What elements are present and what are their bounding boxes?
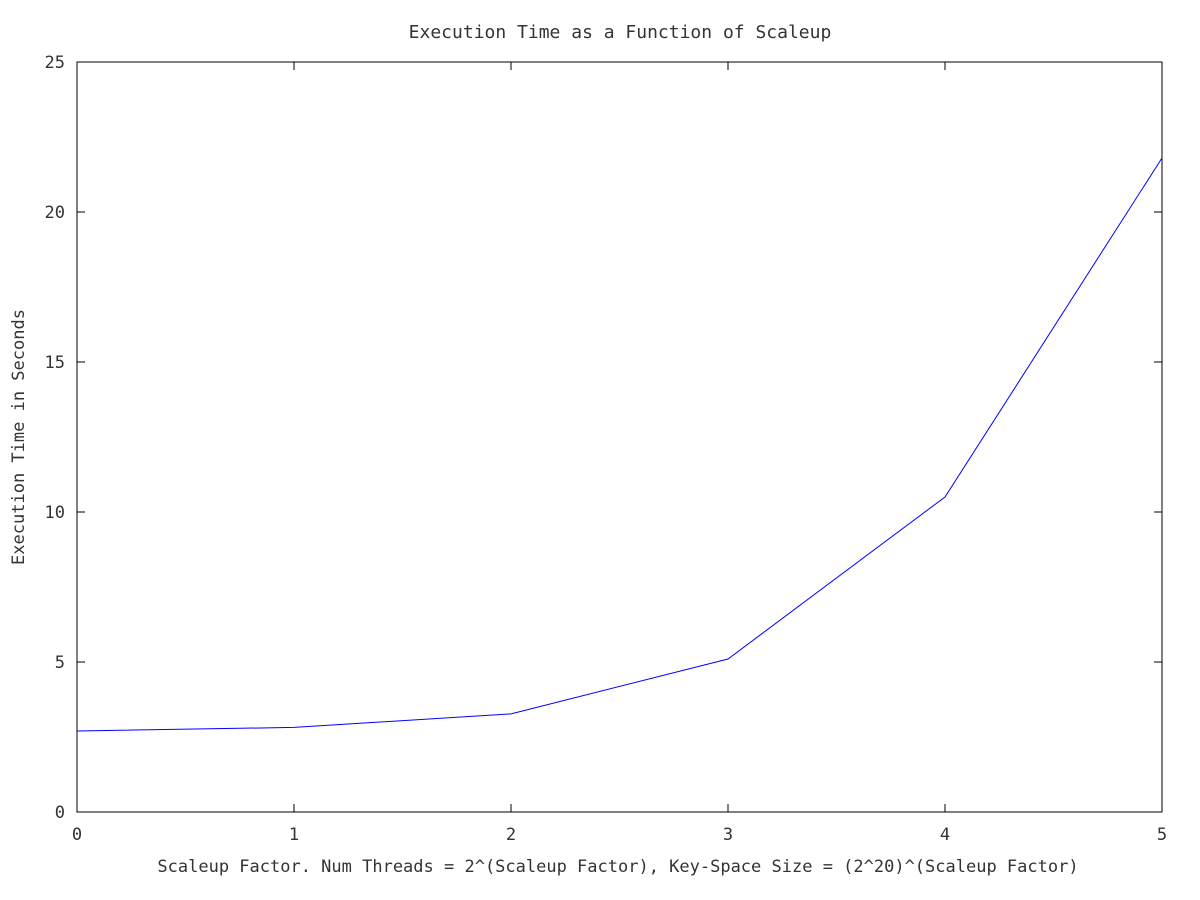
x-tick-label-1: 1: [289, 825, 299, 845]
y-tick-label-1: 5: [55, 653, 65, 673]
x-tick-label-3: 3: [723, 825, 733, 845]
series-line-0: [76, 157, 1163, 732]
x-axis-ticks: 0 1 2 3 4 5: [72, 62, 1167, 845]
y-tick-label-2: 10: [45, 503, 65, 523]
y-axis-label: Execution Time in Seconds: [9, 309, 29, 565]
x-tick-label-4: 4: [940, 825, 950, 845]
x-tick-label-5: 5: [1157, 825, 1167, 845]
series-layer: [76, 157, 1163, 732]
x-tick-label-2: 2: [506, 825, 516, 845]
y-tick-label-0: 0: [55, 803, 65, 823]
plot-frame: [76, 61, 1163, 813]
y-tick-label-4: 20: [45, 203, 65, 223]
x-axis-label: Scaleup Factor. Num Threads = 2^(Scaleup…: [157, 857, 1078, 877]
y-axis-ticks: 0 5 10 15 20 25: [45, 53, 1162, 823]
y-tick-label-3: 15: [45, 353, 65, 373]
y-tick-label-5: 25: [45, 53, 65, 73]
chart-title: Execution Time as a Function of Scaleup: [409, 22, 832, 43]
x-tick-label-0: 0: [72, 825, 82, 845]
